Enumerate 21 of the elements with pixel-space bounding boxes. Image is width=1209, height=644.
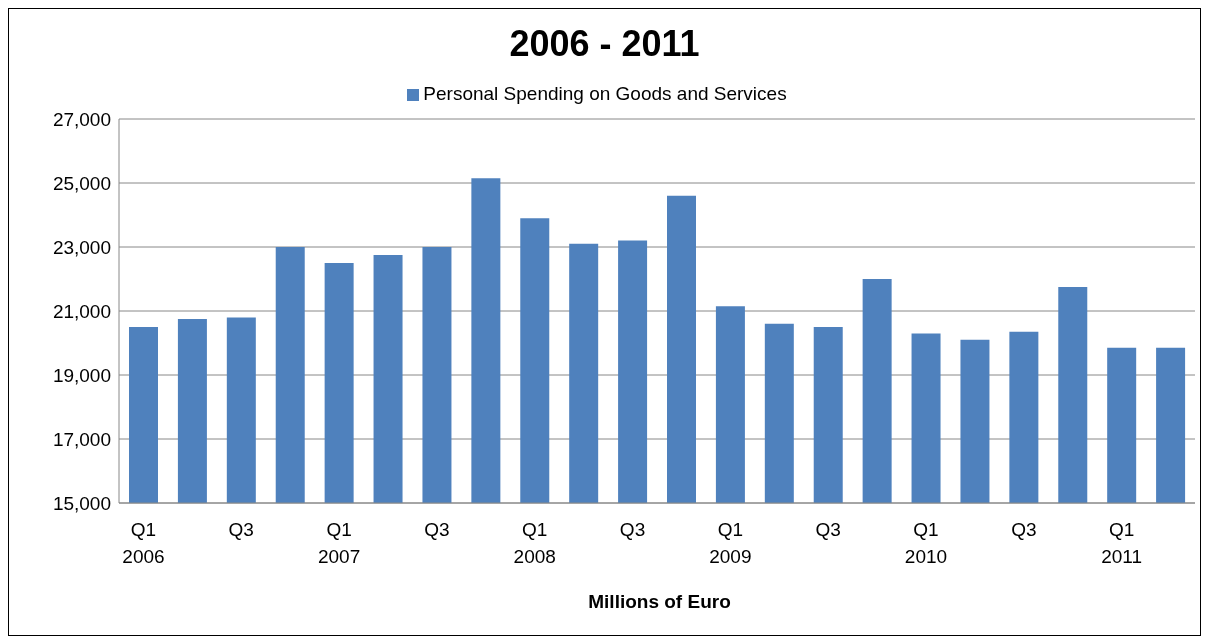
x-tick-label: Q3 — [619, 519, 646, 541]
chart-title: 2006 - 2011 — [508, 23, 701, 66]
y-tick-label: 19,000 — [52, 364, 111, 386]
y-tick-label: 23,000 — [52, 236, 111, 258]
x-tick-label: Q1 2006 — [122, 519, 165, 567]
y-tick-label: 27,000 — [52, 108, 111, 130]
x-tick-label: Q3 — [228, 519, 254, 541]
x-tick-label: Q1 2011 — [1101, 519, 1143, 567]
x-tick-label: Q1 2008 — [513, 519, 556, 567]
x-tick-label: Q3 — [424, 519, 450, 541]
y-tick-label: 21,000 — [52, 300, 111, 322]
x-axis-title: Millions of Euro — [587, 591, 732, 613]
x-tick-label: Q1 2010 — [904, 519, 948, 567]
x-tick-label: Q1 2007 — [317, 519, 361, 567]
x-tick-label: Q3 — [1011, 519, 1037, 541]
x-tick-label: Q1 2009 — [709, 519, 752, 567]
y-tick-label: 15,000 — [52, 492, 111, 514]
legend-label: Personal Spending on Goods and Services — [423, 83, 787, 104]
y-tick-label: 25,000 — [52, 172, 111, 194]
y-tick-label: 17,000 — [52, 428, 111, 450]
x-tick-label: Q3 — [815, 519, 841, 541]
